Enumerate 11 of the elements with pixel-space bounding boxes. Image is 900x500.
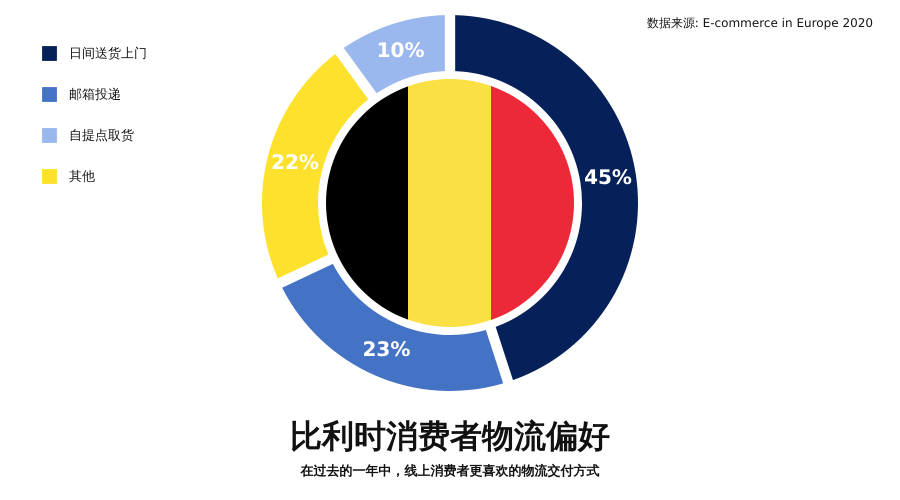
source-note: 数据来源: E-commerce in Europe 2020 bbox=[646, 16, 873, 30]
text: 在过去的一年中，线上消费者更喜欢的物流交付方式 bbox=[300, 463, 600, 479]
data-label: 10% bbox=[376, 38, 424, 62]
legend-label: 自提点取货 bbox=[69, 128, 134, 144]
legend-label: 邮箱投递 bbox=[69, 88, 121, 102]
legend-label: 其他 bbox=[69, 170, 95, 184]
data-label: 45% bbox=[584, 164, 632, 189]
data-label: 23% bbox=[362, 336, 410, 361]
data-label: 22% bbox=[271, 150, 319, 174]
text: 比利时消费者物流偏好 bbox=[290, 417, 610, 455]
legend-label: 日间送货上门 bbox=[69, 46, 147, 62]
